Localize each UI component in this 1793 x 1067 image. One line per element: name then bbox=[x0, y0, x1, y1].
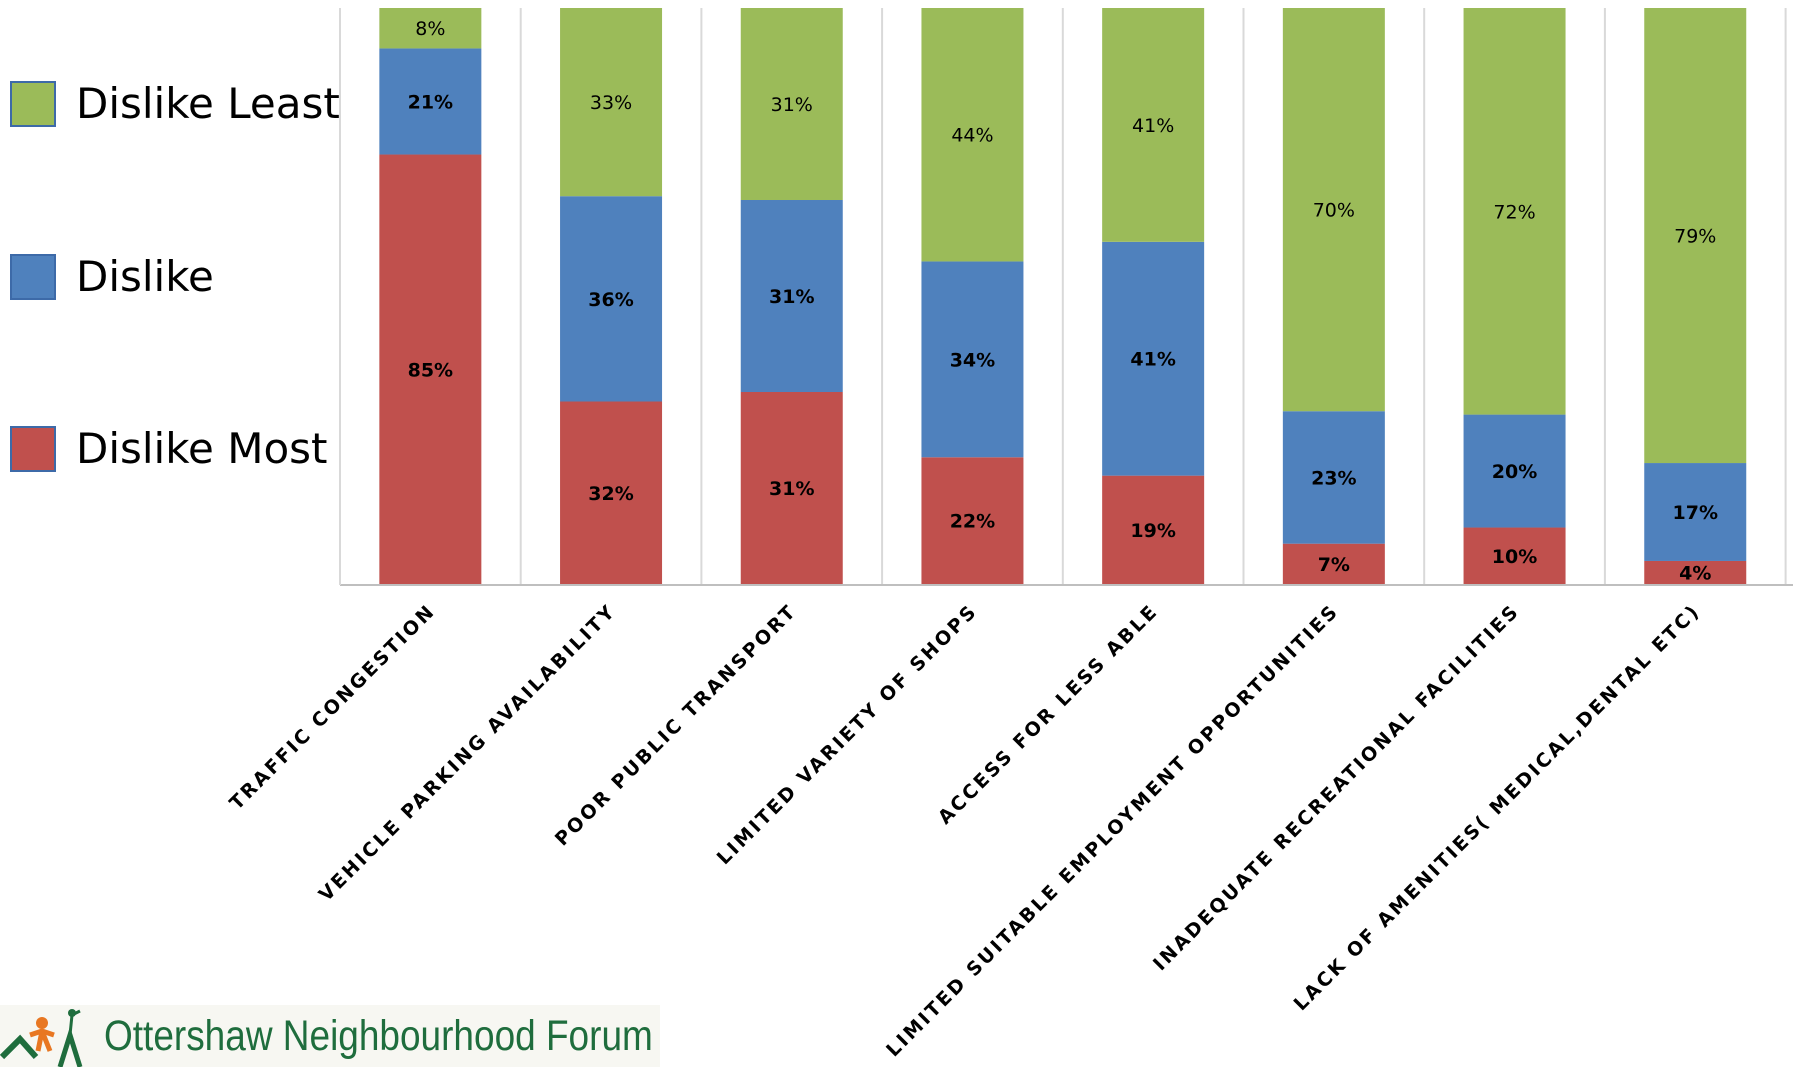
legend-label-dislike-least: Dislike Least bbox=[76, 79, 340, 128]
bar-segment bbox=[379, 154, 482, 585]
data-label: 23% bbox=[1311, 467, 1356, 489]
data-label: 20% bbox=[1492, 461, 1537, 483]
legend-item-dislike-most: Dislike Most bbox=[10, 424, 328, 473]
logo-text: Ottershaw Neighbourhood Forum bbox=[104, 1012, 653, 1060]
category-tick-label: INADEQUATE RECREATIONAL FACILITIES bbox=[1149, 600, 1524, 975]
data-label: 79% bbox=[1674, 226, 1716, 248]
bar-segment bbox=[1282, 411, 1385, 544]
data-labels: 85% 21% 8% 32% 36% 33% 31% 31% 31% 22% 34% 44% 19% 41… bbox=[408, 18, 1718, 584]
data-label: 32% bbox=[588, 483, 633, 505]
bar-segment bbox=[1463, 527, 1566, 584]
data-label: 17% bbox=[1673, 502, 1718, 524]
bars bbox=[379, 8, 1747, 585]
data-label: 41% bbox=[1130, 349, 1175, 371]
data-label: 72% bbox=[1493, 201, 1535, 223]
data-label: 4% bbox=[1679, 562, 1711, 584]
legend-item-dislike: Dislike bbox=[10, 252, 214, 301]
data-label: 19% bbox=[1130, 520, 1175, 542]
data-label: 34% bbox=[950, 349, 995, 371]
data-label: 41% bbox=[1132, 115, 1174, 137]
bar-segment bbox=[1282, 543, 1385, 584]
legend-label-dislike: Dislike bbox=[76, 252, 214, 301]
legend-swatch-dislike bbox=[10, 253, 56, 300]
bar-segment bbox=[1644, 463, 1747, 561]
bar-segment bbox=[740, 8, 843, 200]
grid-lines bbox=[519, 8, 1787, 584]
bar-segment bbox=[1102, 8, 1205, 242]
category-tick-label: LACK OF AMENITIES( MEDICAL,DENTAL ETC) bbox=[1290, 600, 1705, 1015]
bar-segment bbox=[921, 8, 1024, 262]
logo-graphic bbox=[0, 1005, 660, 1067]
data-label: 31% bbox=[771, 94, 813, 116]
data-label: 36% bbox=[588, 289, 633, 311]
logo-background bbox=[0, 1005, 660, 1067]
bar-segment bbox=[1282, 8, 1385, 412]
category-tick-label: ACCESS FOR LESS ABLE bbox=[934, 600, 1163, 829]
legend-swatch-dislike-most bbox=[10, 425, 56, 472]
data-label: 70% bbox=[1313, 200, 1355, 222]
bar-segment bbox=[1102, 475, 1205, 584]
bar-segment bbox=[740, 200, 843, 392]
data-label: 7% bbox=[1318, 554, 1350, 576]
bar-segment bbox=[1644, 8, 1747, 464]
category-tick-label: VEHICLE PARKING AVAILABILITY bbox=[315, 600, 621, 906]
bar-segment bbox=[1102, 241, 1205, 476]
data-label: 85% bbox=[408, 359, 453, 381]
data-label: 31% bbox=[769, 286, 814, 308]
data-label: 44% bbox=[951, 125, 993, 147]
bar-segment bbox=[921, 457, 1024, 584]
legend-item-dislike-least: Dislike Least bbox=[10, 79, 340, 128]
bar-segment bbox=[1644, 560, 1747, 584]
data-label: 8% bbox=[415, 18, 445, 40]
bar-segment bbox=[560, 401, 663, 584]
bar-segment bbox=[379, 8, 482, 49]
data-label: 22% bbox=[950, 511, 995, 533]
bar-segment bbox=[560, 196, 663, 402]
bar-segment bbox=[560, 8, 663, 197]
bar-segment bbox=[740, 392, 843, 584]
bar-segment bbox=[1463, 414, 1566, 528]
bar-segment bbox=[1463, 8, 1566, 415]
category-tick-label: LIMITED SUITABLE EMPLOYMENT OPPORTUNITIE… bbox=[882, 600, 1343, 1061]
legend-swatch-dislike-least bbox=[10, 80, 56, 127]
data-label: 10% bbox=[1492, 546, 1537, 568]
data-label: 33% bbox=[590, 92, 632, 114]
bar-segment bbox=[921, 261, 1024, 458]
bar-segment bbox=[379, 48, 482, 155]
data-label: 31% bbox=[769, 478, 814, 500]
logo-figures-icon bbox=[0, 1009, 83, 1067]
legend-label-dislike-most: Dislike Most bbox=[76, 424, 328, 473]
data-label: 21% bbox=[408, 91, 453, 113]
category-tick-label: TRAFFIC CONGESTION bbox=[225, 600, 439, 814]
